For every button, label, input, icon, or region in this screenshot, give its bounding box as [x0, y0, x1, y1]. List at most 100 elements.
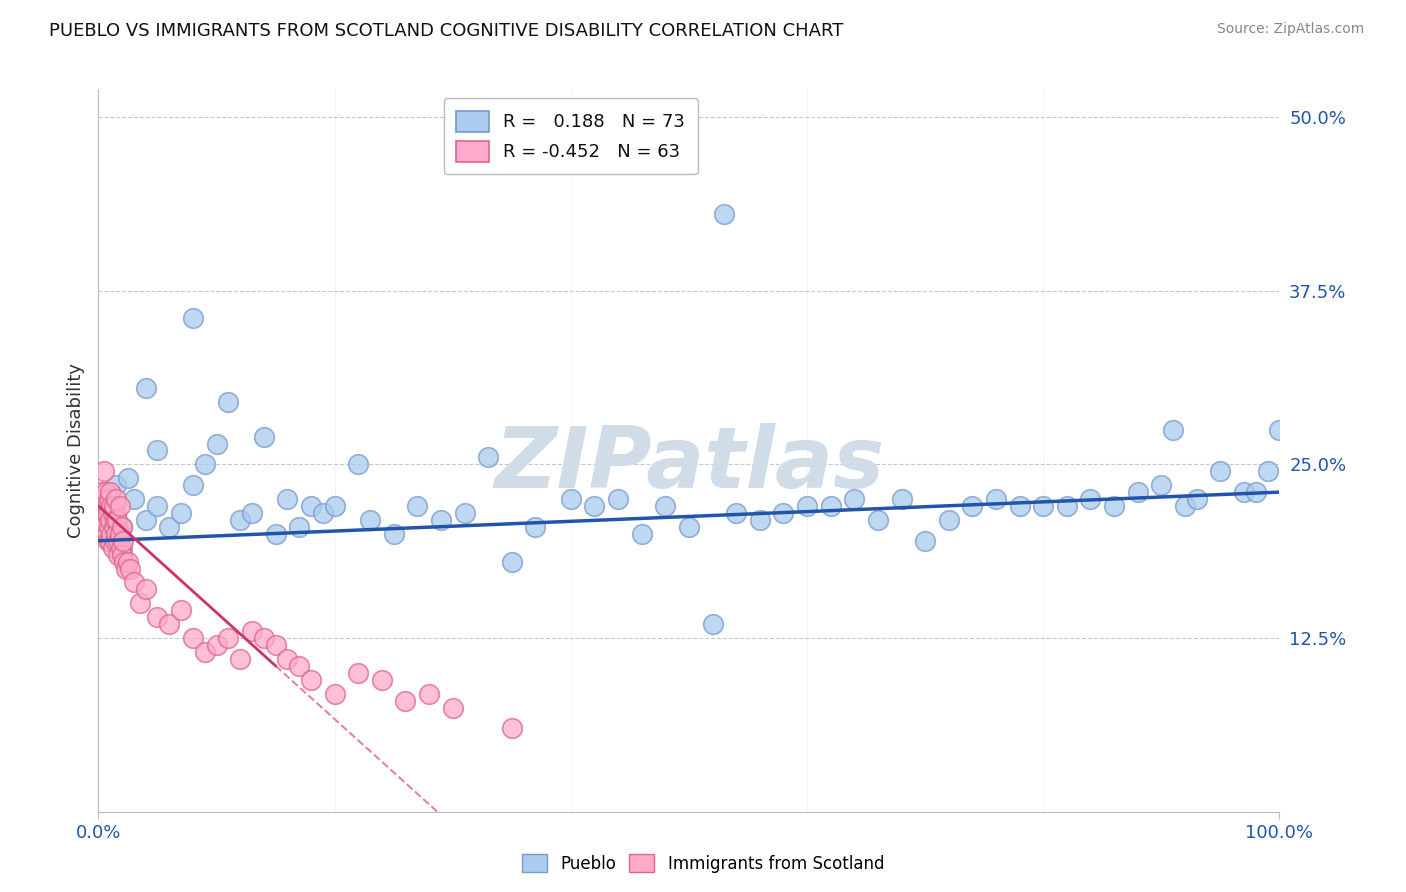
Point — [607, 492, 630, 507]
Point — [654, 499, 676, 513]
Point — [135, 513, 157, 527]
Point — [501, 555, 523, 569]
Point — [560, 492, 582, 507]
Point — [105, 513, 128, 527]
Point — [105, 492, 128, 507]
Point — [1209, 464, 1232, 478]
Point — [1150, 478, 1173, 492]
Point — [170, 603, 193, 617]
Point — [108, 526, 131, 541]
Point — [1257, 464, 1279, 478]
Point — [101, 506, 124, 520]
Y-axis label: Cognitive Disability: Cognitive Disability — [66, 363, 84, 538]
Point — [117, 471, 139, 485]
Point — [98, 492, 121, 507]
Point — [111, 520, 134, 534]
Point — [725, 506, 748, 520]
Point — [288, 658, 311, 673]
Point — [94, 506, 117, 520]
Point — [276, 652, 298, 666]
Point — [90, 485, 112, 500]
Point — [1032, 499, 1054, 513]
Point — [105, 506, 128, 520]
Point — [98, 499, 121, 513]
Point — [181, 478, 204, 492]
Point — [359, 513, 381, 527]
Point — [820, 499, 842, 513]
Point — [217, 631, 239, 645]
Point — [890, 492, 912, 507]
Point — [104, 533, 127, 548]
Point — [111, 520, 134, 534]
Point — [938, 513, 960, 527]
Point — [441, 700, 464, 714]
Text: PUEBLO VS IMMIGRANTS FROM SCOTLAND COGNITIVE DISABILITY CORRELATION CHART: PUEBLO VS IMMIGRANTS FROM SCOTLAND COGNI… — [49, 22, 844, 40]
Point — [94, 485, 117, 500]
Point — [1161, 423, 1184, 437]
Point — [1233, 485, 1256, 500]
Point — [108, 526, 131, 541]
Point — [111, 541, 134, 555]
Point — [264, 526, 287, 541]
Point — [96, 526, 118, 541]
Point — [217, 394, 239, 409]
Text: Source: ZipAtlas.com: Source: ZipAtlas.com — [1216, 22, 1364, 37]
Point — [96, 499, 118, 513]
Point — [157, 617, 180, 632]
Point — [323, 687, 346, 701]
Point — [98, 520, 121, 534]
Point — [181, 311, 204, 326]
Point — [1080, 492, 1102, 507]
Point — [430, 513, 453, 527]
Point — [453, 506, 475, 520]
Point — [501, 722, 523, 736]
Point — [112, 555, 135, 569]
Point — [347, 458, 370, 472]
Point — [229, 652, 252, 666]
Point — [1102, 499, 1125, 513]
Point — [97, 506, 120, 520]
Point — [93, 464, 115, 478]
Point — [382, 526, 405, 541]
Point — [713, 207, 735, 221]
Point — [146, 443, 169, 458]
Point — [93, 520, 115, 534]
Point — [98, 513, 121, 527]
Point — [91, 513, 114, 527]
Point — [112, 533, 135, 548]
Point — [477, 450, 499, 465]
Point — [157, 520, 180, 534]
Point — [122, 575, 145, 590]
Point — [1174, 499, 1197, 513]
Point — [91, 492, 114, 507]
Point — [347, 665, 370, 680]
Point — [170, 506, 193, 520]
Point — [524, 520, 547, 534]
Point — [371, 673, 394, 687]
Point — [240, 506, 263, 520]
Point — [135, 582, 157, 597]
Point — [253, 429, 276, 443]
Point — [702, 617, 724, 632]
Point — [299, 499, 322, 513]
Point — [103, 499, 125, 513]
Point — [194, 458, 217, 472]
Point — [120, 561, 142, 575]
Point — [844, 492, 866, 507]
Point — [97, 533, 120, 548]
Point — [128, 596, 150, 610]
Point — [1185, 492, 1208, 507]
Point — [98, 485, 121, 500]
Point — [105, 478, 128, 492]
Point — [914, 533, 936, 548]
Point — [100, 526, 122, 541]
Point — [107, 548, 129, 562]
Point — [796, 499, 818, 513]
Legend: Pueblo, Immigrants from Scotland: Pueblo, Immigrants from Scotland — [515, 847, 891, 880]
Point — [146, 610, 169, 624]
Point — [748, 513, 770, 527]
Point — [323, 499, 346, 513]
Point — [98, 533, 121, 548]
Point — [962, 499, 984, 513]
Point — [288, 520, 311, 534]
